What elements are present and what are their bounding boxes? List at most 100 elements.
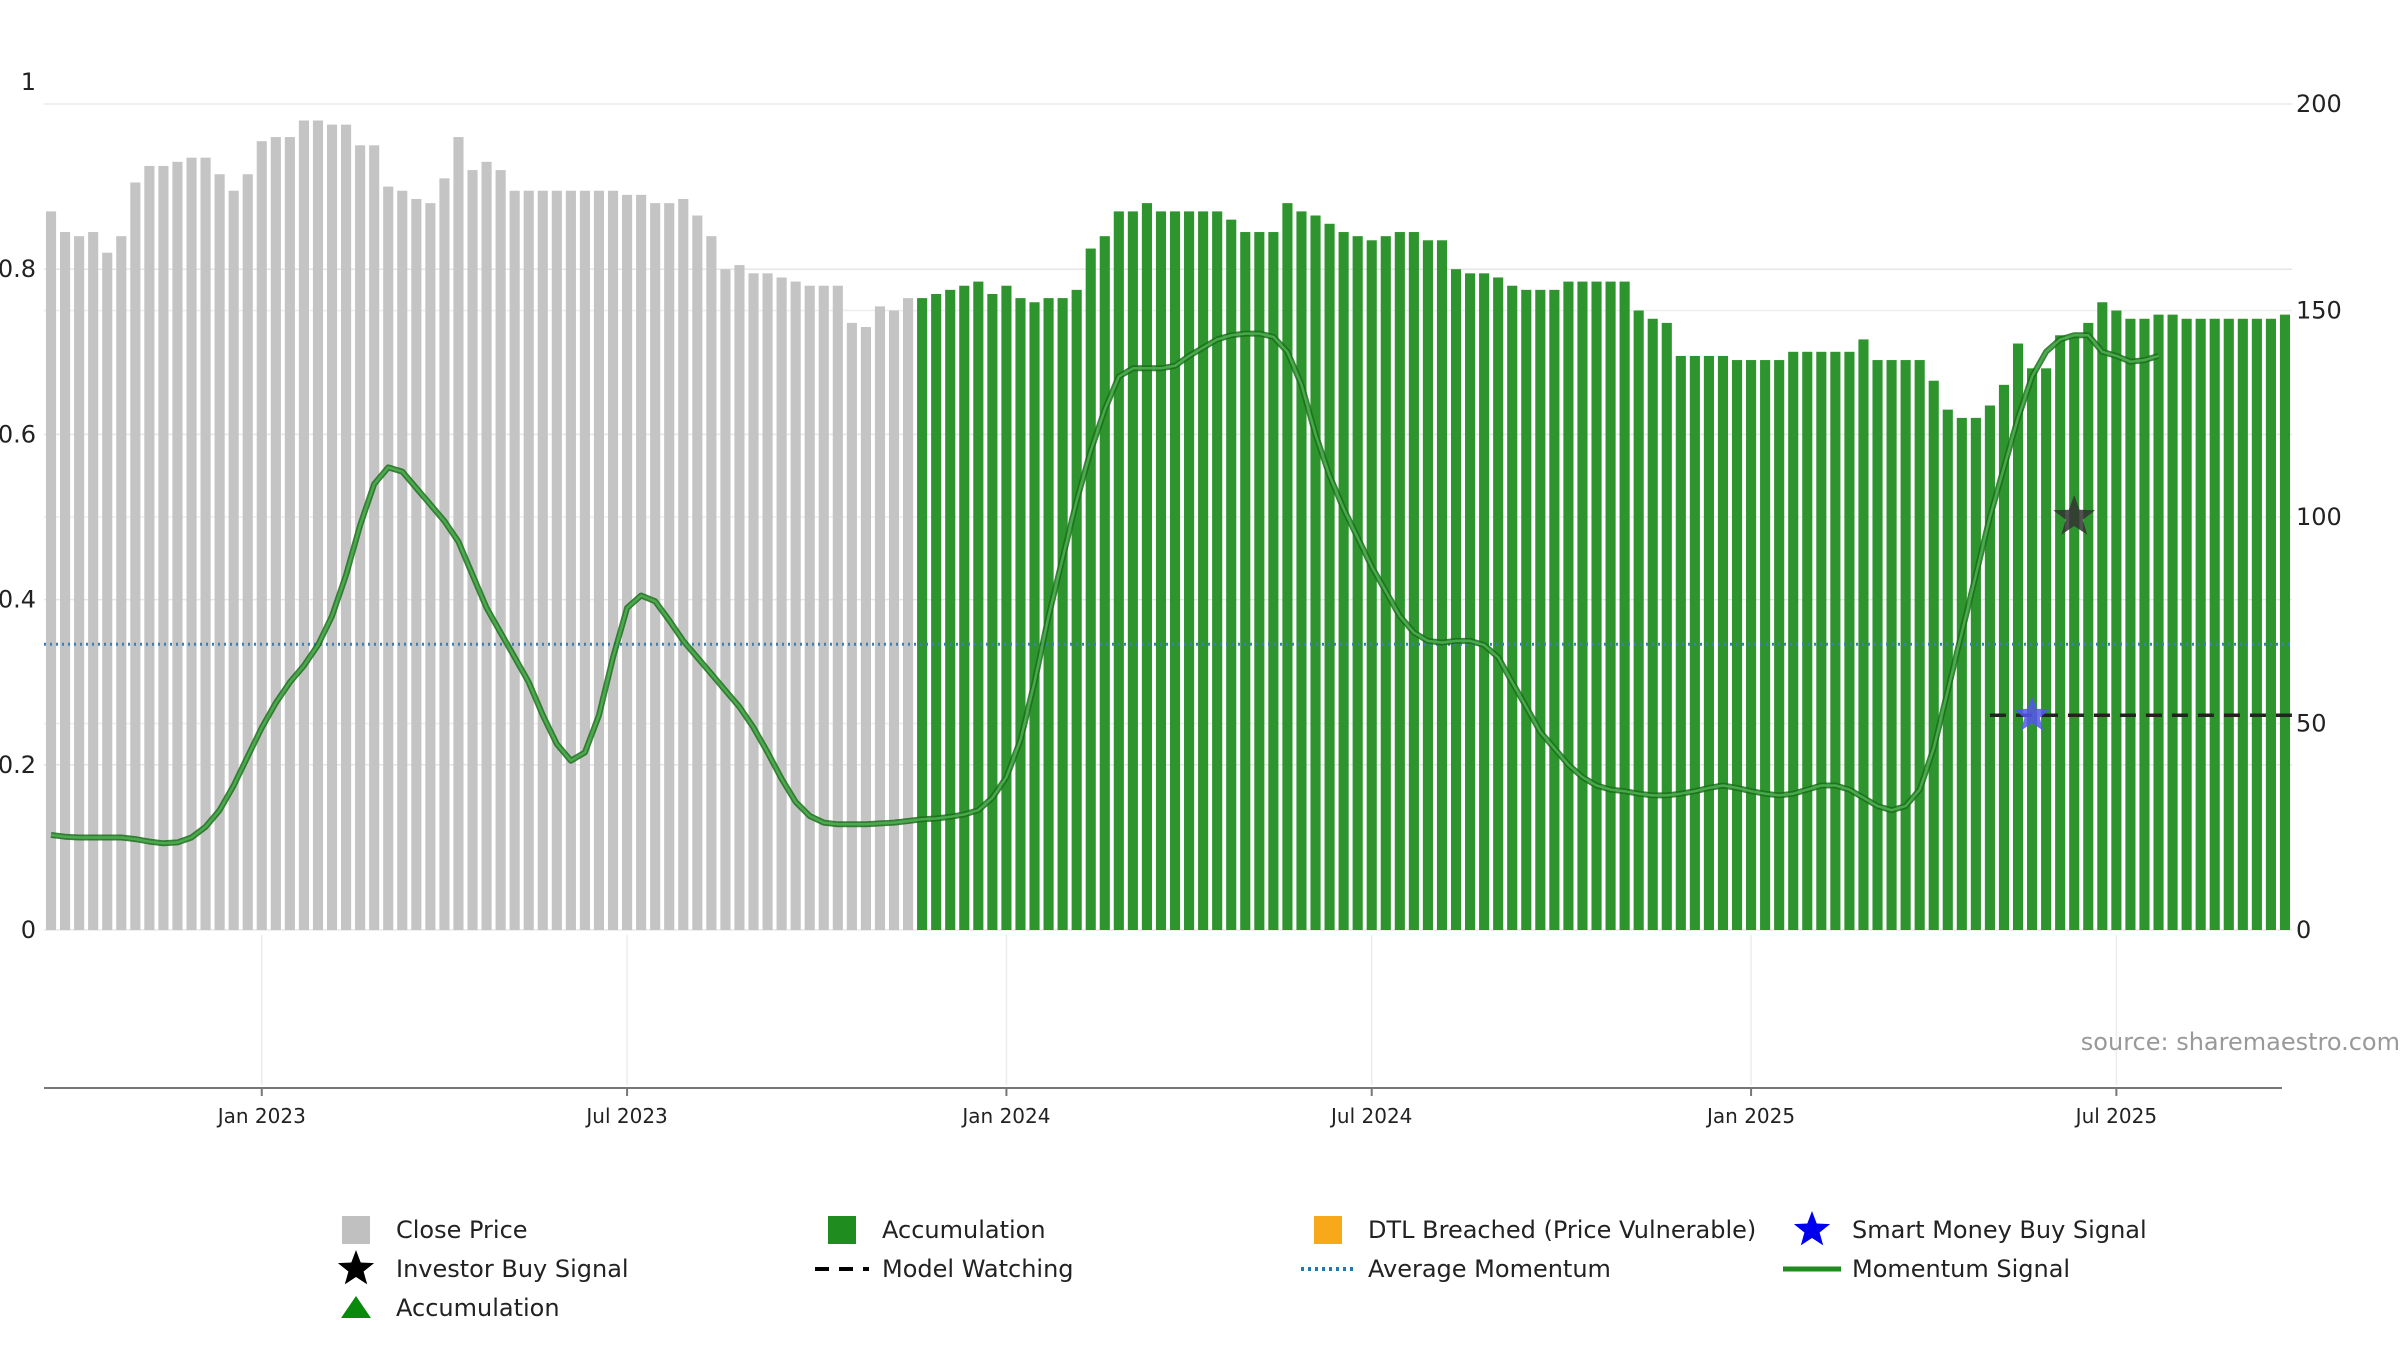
legend-item: Close Price (342, 1216, 528, 1244)
accumulation-bar (1619, 281, 1630, 931)
accumulation-bar (1661, 322, 1672, 930)
accumulation-bar (1914, 360, 1925, 930)
accumulation-bar (987, 293, 998, 931)
accumulation-bar (1675, 355, 1686, 930)
price-bars (45, 120, 2291, 931)
accumulation-bar (1141, 203, 1152, 930)
price-bar (537, 190, 548, 931)
accumulation-bar (1127, 211, 1138, 930)
price-bar (565, 190, 576, 931)
left-tick-label: 0.8 (0, 255, 36, 283)
price-bar (509, 190, 520, 931)
accumulation-bar (1450, 269, 1462, 930)
price-bar (818, 285, 829, 931)
price-bar (832, 285, 843, 931)
accumulation-bar (2012, 343, 2024, 930)
accumulation-bar (1703, 355, 1714, 930)
price-bar (453, 137, 464, 931)
price-bar (200, 157, 211, 930)
legend-label: Momentum Signal (1852, 1255, 2070, 1283)
price-bar (523, 190, 534, 931)
accumulation-bar (1394, 232, 1405, 930)
accumulation-bar (2111, 310, 2122, 930)
accumulation-bar (1830, 351, 1841, 930)
accumulation-bar (1113, 211, 1124, 930)
price-bar (172, 161, 183, 930)
price-bar (678, 198, 689, 931)
price-bar (369, 145, 380, 931)
price-bar (790, 281, 801, 931)
accumulation-bar (1380, 236, 1391, 930)
legend-label: Average Momentum (1368, 1255, 1611, 1283)
accumulation-bar (1942, 409, 1953, 930)
price-bar (860, 327, 871, 930)
price-bar (284, 137, 295, 931)
legend-item: Accumulation (828, 1216, 1046, 1244)
accumulation-bar (2209, 318, 2220, 930)
accumulation-bar (1085, 248, 1096, 931)
accumulation-bar (2027, 368, 2038, 930)
price-bar (551, 190, 562, 931)
left-tick-label: 0.2 (0, 751, 36, 779)
price-bar (636, 194, 647, 931)
accumulation-bar (1746, 360, 1757, 930)
price-bar (397, 190, 408, 931)
legend-item: Smart Money Buy Signal (1793, 1211, 2147, 1246)
legend-label: Accumulation (396, 1294, 560, 1322)
legend: Close Price Accumulation DTL Breached (Pri… (337, 1211, 2147, 1322)
price-bar (846, 322, 857, 930)
price-bar (270, 137, 281, 931)
accumulation-bar (1760, 360, 1771, 930)
legend-square-icon (828, 1216, 856, 1244)
accumulation-bar (1872, 360, 1883, 930)
accumulation-bar (1591, 281, 1602, 931)
legend-item: Investor Buy Signal (337, 1250, 629, 1285)
legend-square-icon (342, 1216, 370, 1244)
x-tick-label: Jan 2023 (216, 1104, 306, 1128)
momentum-line (50, 332, 2159, 845)
price-bar (748, 273, 759, 931)
accumulation-bar (1549, 289, 1560, 931)
accumulation-bar (1240, 232, 1251, 930)
left-tick-label: 0.4 (0, 586, 36, 614)
price-bar (607, 190, 619, 931)
accumulation-bar (2055, 335, 2066, 930)
legend-item: DTL Breached (Price Vulnerable) (1314, 1216, 1756, 1244)
smart-money-star-icon (2014, 696, 2051, 731)
left-tick-label: 0 (21, 916, 36, 944)
accumulation-bar (2251, 318, 2262, 930)
price-bar (242, 174, 253, 930)
signal-lines (44, 330, 2292, 847)
accumulation-bar (1099, 236, 1110, 930)
price-bar (214, 174, 225, 930)
accumulation-bar (2041, 368, 2052, 930)
accumulation-bar (1001, 285, 1012, 931)
price-bar (312, 120, 324, 930)
price-bar (467, 170, 478, 930)
accumulation-bar (1970, 417, 1981, 930)
accumulation-bar (1169, 211, 1181, 930)
accumulation-bar (1155, 211, 1167, 930)
legend-label: Accumulation (882, 1216, 1046, 1244)
accumulation-bar (1352, 236, 1363, 930)
legend-item: Momentum Signal (1783, 1255, 2070, 1283)
legend-label: DTL Breached (Price Vulnerable) (1368, 1216, 1756, 1244)
accumulation-bar (1198, 211, 1209, 930)
accumulation-bar (1563, 281, 1574, 931)
accumulation-bar (1310, 215, 1321, 930)
accumulation-bar (1338, 232, 1349, 930)
price-bar (734, 265, 745, 930)
accumulation-bar (2125, 318, 2136, 930)
accumulation-bar (1998, 384, 2010, 931)
accumulation-bar (1465, 273, 1476, 931)
legend-star-icon (1793, 1211, 1831, 1246)
accumulation-bar (2069, 335, 2080, 930)
price-bar (692, 215, 703, 930)
legend-square-icon (1314, 1216, 1342, 1244)
right-tick-label: 50 (2296, 710, 2327, 738)
legend-item: Accumulation (341, 1294, 560, 1322)
accumulation-bar (1366, 240, 1377, 931)
legend-label: Model Watching (882, 1255, 1074, 1283)
right-tick-label: 100 (2296, 503, 2342, 531)
x-tick-label: Jul 2024 (1329, 1104, 1412, 1128)
